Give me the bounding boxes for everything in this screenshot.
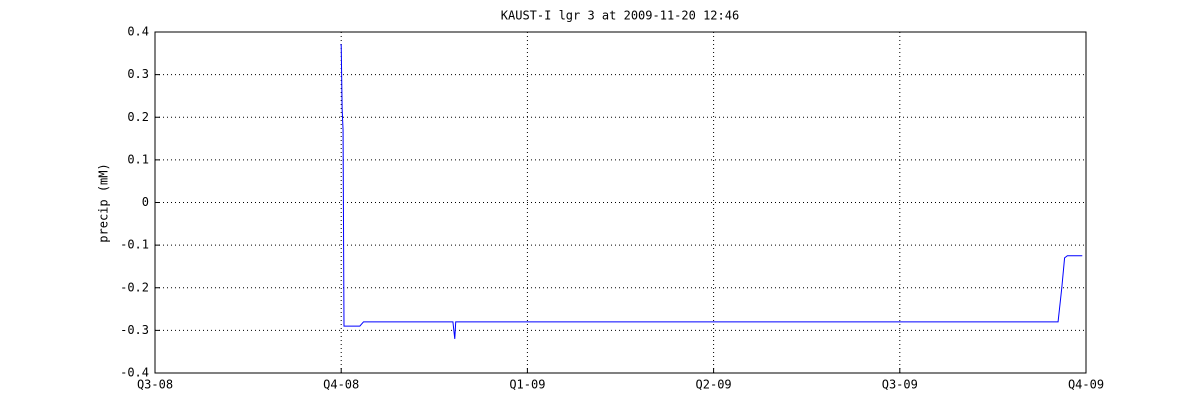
y-tick-label: -0.4 [120, 366, 149, 380]
x-tick-label: Q4-08 [323, 378, 359, 392]
y-tick-label: -0.1 [120, 238, 149, 252]
x-tick-label: Q3-09 [882, 378, 918, 392]
x-tick-label: Q1-09 [509, 378, 545, 392]
x-tick-label: Q2-09 [696, 378, 732, 392]
y-tick-label: -0.3 [120, 323, 149, 337]
y-tick-label: 0 [142, 195, 149, 209]
plot-frame [154, 31, 1087, 374]
data-line [340, 44, 1083, 339]
chart-title: KAUST-I lgr 3 at 2009-11-20 12:46 [501, 9, 739, 23]
y-tick-label: 0.1 [127, 152, 149, 166]
x-tick-label: Q3-08 [137, 378, 173, 392]
x-tick-label: Q4-09 [1068, 378, 1104, 392]
y-tick-label: -0.2 [120, 280, 149, 294]
y-tick-label: 0.4 [127, 25, 149, 39]
y-axis-label: precip (mM) [97, 163, 111, 242]
y-tick-label: 0.3 [127, 67, 149, 81]
y-tick-label: 0.2 [127, 110, 149, 124]
